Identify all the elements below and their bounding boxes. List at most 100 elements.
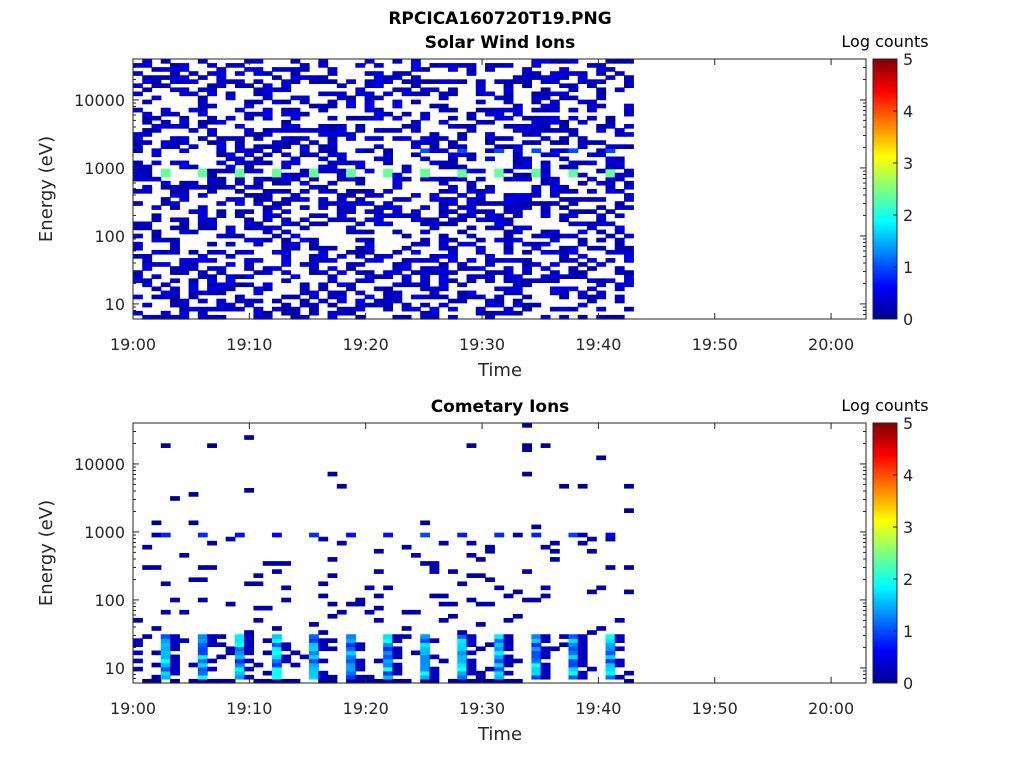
heatmap-cell (485, 119, 495, 125)
heatmap-cell (216, 136, 227, 141)
heatmap-cell (540, 666, 551, 672)
heatmap-cell (392, 180, 403, 186)
heatmap-cell (244, 634, 255, 639)
heatmap-cell (614, 128, 625, 133)
heatmap-cell (327, 314, 338, 320)
heatmap-cell (318, 124, 329, 129)
panel1-x-ticks: 19:00 19:10 19:20 19:30 19:40 19:50 20:00 (110, 59, 854, 354)
heatmap-cell (373, 193, 384, 198)
heatmap-cell (160, 172, 171, 178)
heatmap-cell (336, 197, 347, 202)
heatmap-cell (466, 573, 477, 578)
heatmap-cell (355, 249, 366, 255)
heatmap-cell (448, 298, 458, 304)
heatmap-cell (318, 638, 329, 643)
heatmap-cell (522, 294, 532, 300)
heatmap-cell (234, 532, 245, 538)
heatmap-cell (170, 237, 180, 243)
heatmap-cell (429, 306, 440, 312)
heatmap-cell (299, 128, 310, 133)
heatmap-cell (336, 201, 347, 206)
heatmap-cell (586, 63, 597, 68)
heatmap-cell (151, 286, 162, 292)
heatmap-cell (512, 148, 523, 154)
heatmap-cell (262, 197, 273, 202)
heatmap-cell (373, 205, 384, 210)
heatmap-cell (179, 75, 190, 80)
heatmap-cell (197, 119, 208, 125)
heatmap-cell (346, 306, 356, 312)
heatmap-cell (281, 136, 292, 141)
heatmap-cell (392, 184, 403, 190)
heatmap-cell (262, 266, 273, 271)
heatmap-cell (299, 144, 310, 149)
heatmap-cell (522, 132, 532, 137)
heatmap-cell (494, 678, 505, 684)
heatmap-cell (216, 282, 227, 288)
heatmap-cell (485, 91, 495, 97)
heatmap-cell (466, 156, 477, 162)
heatmap-cell (559, 642, 570, 648)
heatmap-cell (512, 164, 523, 170)
panel1-heatmap (133, 59, 634, 320)
heatmap-cell (540, 249, 551, 255)
heatmap-cell (271, 176, 282, 182)
heatmap-cell (197, 87, 208, 93)
y-tick-label: 1000 (84, 159, 125, 178)
heatmap-cell (142, 128, 153, 133)
heatmap-cell (160, 638, 171, 643)
heatmap-cell (309, 662, 319, 668)
heatmap-cell (281, 99, 292, 105)
heatmap-cell (234, 160, 245, 166)
heatmap-cell (170, 302, 180, 308)
heatmap-cell (392, 205, 403, 210)
heatmap-cell (596, 626, 607, 631)
heatmap-cell (605, 180, 616, 186)
y-tick-label: 100 (94, 227, 125, 246)
heatmap-cell (503, 217, 514, 223)
heatmap-cell (318, 245, 329, 251)
heatmap-cell (512, 678, 523, 684)
heatmap-cell (401, 124, 412, 129)
heatmap-cell (503, 249, 514, 255)
heatmap-cell (327, 310, 338, 316)
heatmap-cell (355, 262, 366, 267)
heatmap-cell (466, 180, 477, 186)
heatmap-cell (373, 678, 384, 684)
heatmap-cell (410, 258, 421, 263)
heatmap-cell (522, 249, 532, 255)
heatmap-cell (531, 75, 542, 80)
heatmap-cell (466, 233, 477, 239)
heatmap-cell (392, 136, 403, 141)
heatmap-cell (151, 128, 162, 133)
heatmap-cell (624, 103, 634, 109)
heatmap-cell (503, 115, 514, 121)
heatmap-cell (624, 184, 634, 190)
heatmap-cell (540, 278, 551, 284)
heatmap-cell (170, 298, 180, 304)
heatmap-cell (309, 666, 319, 672)
heatmap-cell (586, 152, 597, 158)
heatmap-cell (438, 95, 449, 101)
heatmap-cell (179, 302, 190, 308)
heatmap-cell (392, 209, 403, 214)
heatmap-cell (466, 274, 477, 279)
heatmap-cell (355, 270, 366, 275)
heatmap-cell (457, 217, 468, 223)
heatmap-cell (512, 172, 523, 178)
heatmap-cell (466, 638, 477, 643)
heatmap-cell (271, 561, 282, 566)
heatmap-cell (281, 302, 292, 308)
heatmap-cell (410, 609, 421, 615)
heatmap-cell (170, 160, 180, 166)
heatmap-cell (531, 658, 542, 664)
heatmap-cell (216, 140, 227, 145)
heatmap-cell (216, 642, 227, 648)
heatmap-cell (160, 670, 171, 676)
heatmap-cell (438, 201, 449, 206)
heatmap-cell (318, 184, 329, 190)
heatmap-cell (438, 270, 449, 275)
heatmap-cell (512, 282, 523, 288)
heatmap-cell (485, 642, 495, 648)
panel1-colorbar-label: Log counts (841, 32, 928, 51)
